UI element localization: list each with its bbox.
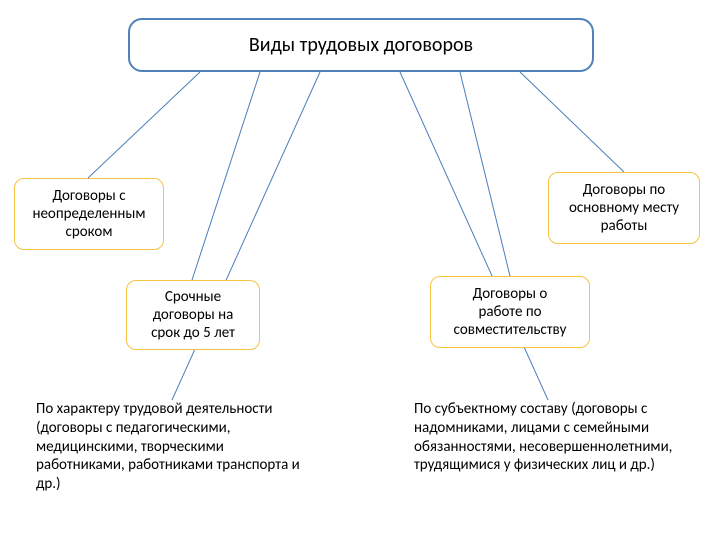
title-text: Виды трудовых договоров xyxy=(249,33,473,57)
title-box: Виды трудовых договоров xyxy=(128,18,594,72)
box-b4-text: Договоры поосновному местуработы xyxy=(569,181,679,235)
textblock-t2: По субъектному составу (договоры с надом… xyxy=(414,400,694,475)
textblock-t2-text: По субъектному составу (договоры с надом… xyxy=(414,400,672,474)
box-b2: Срочныедоговоры насрок до 5 лет xyxy=(126,280,260,350)
textblock-t1: По характеру трудовой деятельности (дого… xyxy=(36,400,306,494)
textblock-t1-text: По характеру трудовой деятельности (дого… xyxy=(36,400,300,493)
box-b2-text: Срочныедоговоры насрок до 5 лет xyxy=(151,288,235,342)
box-b1-text: Договоры снеопределеннымсроком xyxy=(32,187,145,241)
box-b1: Договоры снеопределеннымсроком xyxy=(14,178,164,250)
box-b3-text: Договоры оработе посовместительству xyxy=(454,285,567,339)
box-b3: Договоры оработе посовместительству xyxy=(430,276,590,348)
box-b4: Договоры поосновному местуработы xyxy=(548,172,700,244)
